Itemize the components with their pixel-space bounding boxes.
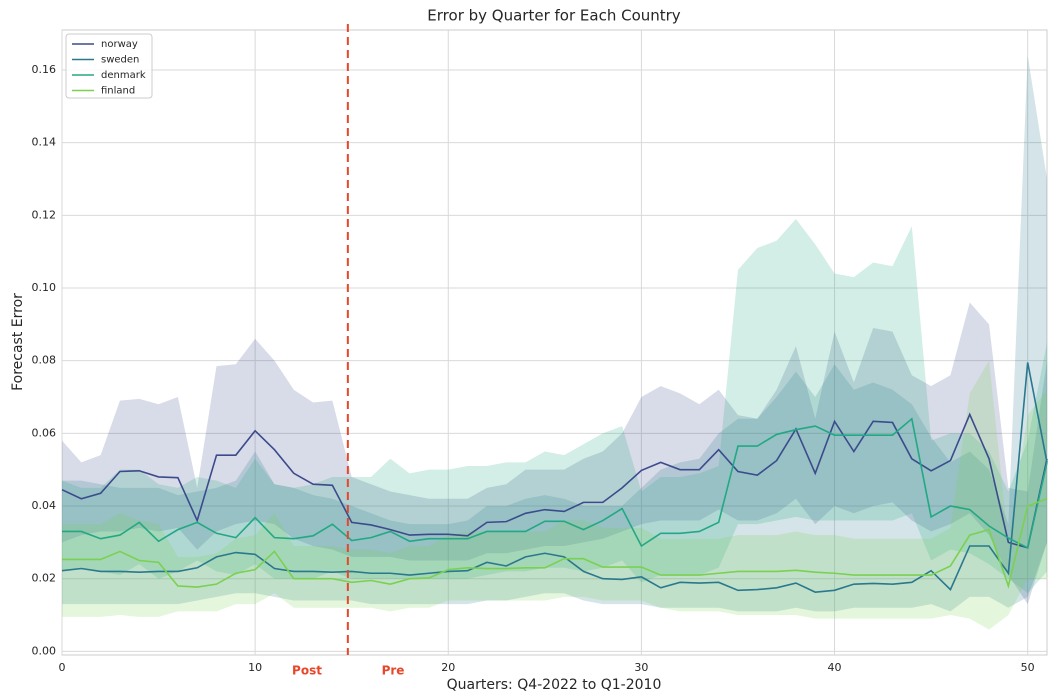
annotation: Post — [292, 664, 322, 678]
x-tick-label: 40 — [828, 661, 842, 674]
x-tick-label: 10 — [248, 661, 262, 674]
confidence-band — [62, 302, 1047, 605]
legend-box — [65, 33, 153, 99]
legend-label: denmark — [101, 70, 146, 81]
y-tick-label: 0.00 — [32, 644, 57, 657]
y-tick-label: 0.14 — [32, 136, 57, 149]
series-line — [62, 417, 1048, 549]
y-tick-label: 0.06 — [32, 426, 57, 439]
x-tick-label: 20 — [441, 661, 455, 674]
x-tick-label: 0 — [59, 661, 66, 674]
annotation: Pre — [382, 664, 405, 678]
y-tick-label: 0.10 — [32, 281, 57, 294]
confidence-band — [62, 218, 1047, 594]
y-tick-label: 0.12 — [32, 208, 57, 221]
y-tick-label: 0.16 — [32, 63, 57, 76]
y-tick-label: 0.02 — [32, 572, 57, 585]
legend-label: sweden — [101, 55, 139, 66]
chart-title: Error by Quarter for Each Country — [427, 7, 681, 25]
legend-label: norway — [101, 39, 138, 50]
legend-label: finland — [101, 86, 135, 97]
confidence-band — [62, 360, 1047, 630]
y-tick-label: 0.04 — [32, 499, 57, 512]
series-line — [62, 498, 1048, 589]
series-line — [61, 412, 1048, 549]
x-tick-label: 50 — [1021, 661, 1035, 674]
x-axis-label: Quarters: Q4-2022 to Q1-2010 — [447, 677, 662, 693]
series-line — [61, 362, 1048, 593]
y-axis-label: Forecast Error — [10, 293, 26, 391]
y-tick-label: 0.08 — [32, 354, 57, 367]
confidence-band — [62, 55, 1047, 612]
plot-area — [61, 29, 1048, 656]
x-tick-label: 30 — [634, 661, 648, 674]
